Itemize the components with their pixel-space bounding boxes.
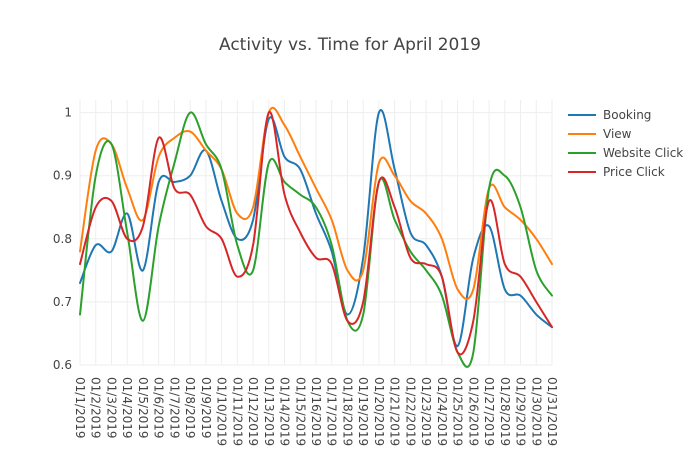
x-tick-label: 01/24/2019 <box>435 377 449 446</box>
x-tick-label: 01/9/2019 <box>199 377 213 439</box>
x-tick-label: 01/15/2019 <box>293 377 307 446</box>
legend-item-price-click[interactable]: Price Click <box>568 165 665 179</box>
x-tick-label: 01/29/2019 <box>514 377 528 446</box>
y-tick-label: 0.8 <box>53 232 72 246</box>
x-tick-label: 01/20/2019 <box>372 377 386 446</box>
x-tick-label: 01/5/2019 <box>136 377 150 439</box>
x-tick-label: 01/6/2019 <box>152 377 166 439</box>
x-tick-label: 01/19/2019 <box>356 377 370 446</box>
series-line-price-click[interactable] <box>79 111 553 356</box>
x-tick-label: 01/16/2019 <box>309 377 323 446</box>
series-line-website-click[interactable] <box>79 111 553 368</box>
x-tick-label: 01/23/2019 <box>419 377 433 446</box>
x-tick-label: 01/10/2019 <box>215 377 229 446</box>
x-tick-label: 01/2/2019 <box>89 377 103 439</box>
series-line-booking[interactable] <box>79 109 553 348</box>
y-tick-label: 0.6 <box>53 358 72 372</box>
series-line-view[interactable] <box>79 106 553 300</box>
x-tick-label: 01/14/2019 <box>278 377 292 446</box>
x-tick-label: 01/31/2019 <box>545 377 559 446</box>
x-tick-label: 01/1/2019 <box>73 377 87 439</box>
x-tick-label: 01/22/2019 <box>403 377 417 446</box>
x-tick-label: 01/3/2019 <box>104 377 118 439</box>
x-tick-label: 01/18/2019 <box>340 377 354 446</box>
legend-label: Price Click <box>603 165 665 179</box>
x-tick-label: 01/12/2019 <box>246 377 260 446</box>
legend-item-booking[interactable]: Booking <box>568 108 651 122</box>
x-tick-label: 01/4/2019 <box>120 377 134 439</box>
x-tick-label: 01/7/2019 <box>167 377 181 439</box>
x-tick-label: 01/21/2019 <box>388 377 402 446</box>
x-tick-label: 01/8/2019 <box>183 377 197 439</box>
x-tick-label: 01/27/2019 <box>482 377 496 446</box>
legend[interactable]: Booking View Website Click Price Click <box>568 108 683 179</box>
chart-title: Activity vs. Time for April 2019 <box>219 35 481 55</box>
legend-label: View <box>603 127 632 141</box>
x-tick-label: 01/17/2019 <box>325 377 339 446</box>
legend-item-website-click[interactable]: Website Click <box>568 146 683 160</box>
x-tick-label: 01/28/2019 <box>498 377 512 446</box>
y-tick-label: 1 <box>64 106 72 120</box>
x-tick-label: 01/11/2019 <box>230 377 244 446</box>
series-lines <box>79 106 553 368</box>
x-tick-label: 01/30/2019 <box>529 377 543 446</box>
y-tick-label: 0.7 <box>53 295 72 309</box>
x-tick-label: 01/25/2019 <box>451 377 465 446</box>
x-tick-label: 01/13/2019 <box>262 377 276 446</box>
axes: 0.6 0.7 0.8 0.9 1 01/1/2019 01/2/2019 01/3/2019… <box>53 106 559 447</box>
legend-label: Booking <box>603 108 651 122</box>
y-tick-label: 0.9 <box>53 169 72 183</box>
x-tick-label: 01/26/2019 <box>466 377 480 446</box>
legend-item-view[interactable]: View <box>568 127 632 141</box>
legend-label: Website Click <box>603 146 683 160</box>
